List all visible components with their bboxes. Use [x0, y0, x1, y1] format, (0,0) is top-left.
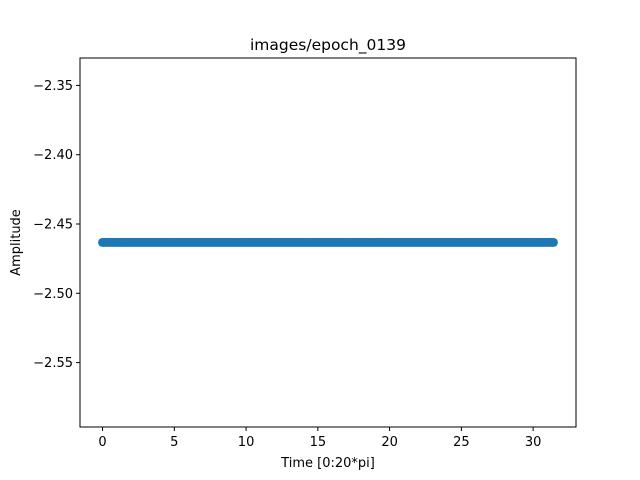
- y-tick-label: −2.35: [33, 79, 73, 94]
- y-axis-ticks: −2.55 −2.50 −2.45 −2.40 −2.35: [33, 79, 80, 371]
- data-point: [549, 238, 558, 247]
- chart-title: images/epoch_0139: [250, 36, 406, 55]
- y-tick-label: −2.50: [33, 287, 73, 302]
- data-points: [98, 238, 558, 247]
- y-tick-label: −2.40: [33, 148, 73, 163]
- y-tick-label: −2.55: [33, 356, 73, 371]
- x-tick-label: 10: [238, 435, 255, 450]
- x-tick-label: 30: [525, 435, 542, 450]
- x-tick-label: 0: [98, 435, 106, 450]
- x-tick-label: 20: [381, 435, 398, 450]
- x-axis-ticks: 0 5 10 15 20 25 30: [98, 427, 541, 450]
- y-axis-label: Amplitude: [9, 209, 24, 276]
- x-axis-label: Time [0:20*pi]: [280, 456, 375, 471]
- x-tick-label: 5: [170, 435, 178, 450]
- y-tick-label: −2.45: [33, 218, 73, 233]
- x-tick-label: 25: [453, 435, 470, 450]
- x-tick-label: 15: [310, 435, 327, 450]
